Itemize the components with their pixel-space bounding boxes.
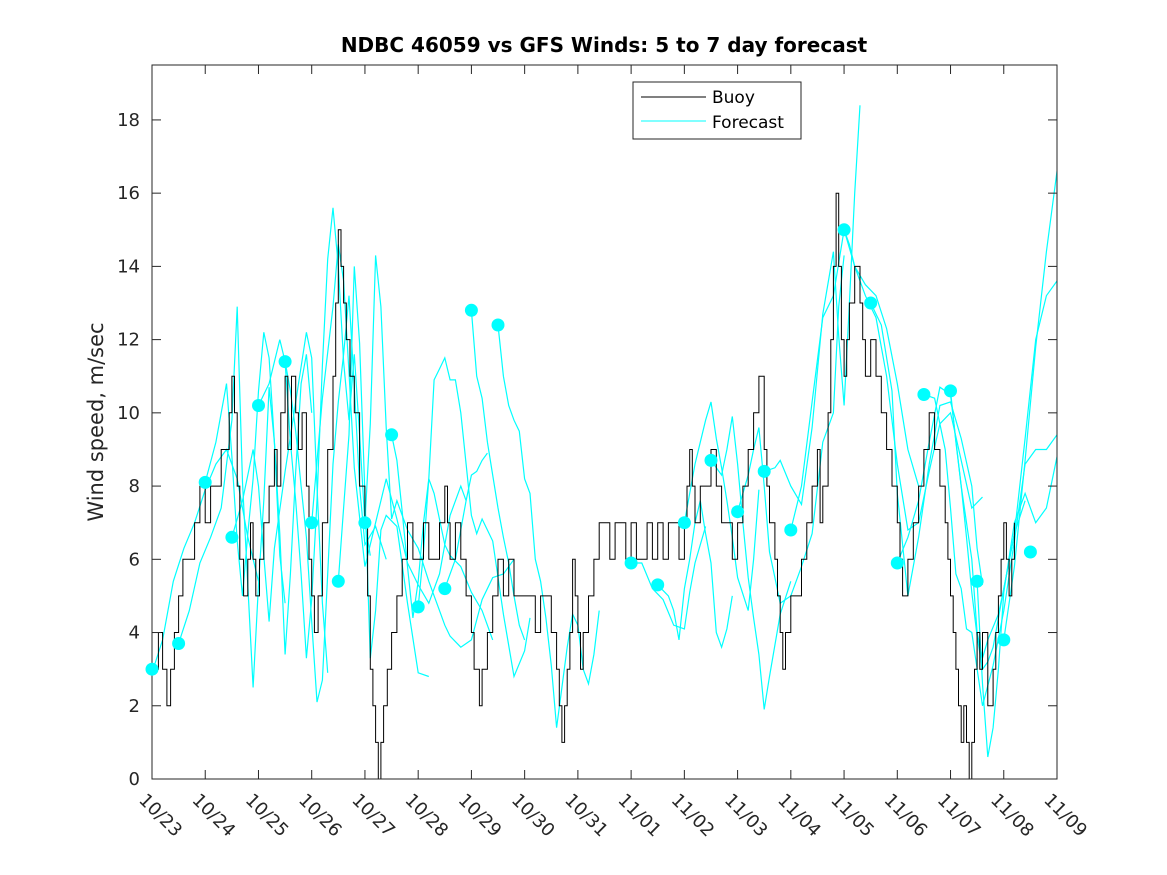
forecast-marker	[331, 574, 345, 588]
forecast-marker	[438, 582, 452, 596]
forecast-markers	[145, 223, 1037, 676]
legend-box	[632, 81, 802, 140]
y-tick-label: 4	[129, 623, 140, 644]
legend: Buoy Forecast	[632, 81, 802, 140]
y-tick-label: 16	[117, 183, 140, 204]
forecast-line	[204, 332, 313, 655]
y-tick-label: 12	[117, 330, 140, 351]
forecast-marker	[890, 556, 904, 570]
forecast-line	[178, 306, 286, 688]
chart-title: NDBC 46059 vs GFS Winds: 5 to 7 day fore…	[341, 33, 868, 57]
forecast-line	[710, 416, 792, 710]
series-layer	[152, 105, 1057, 779]
forecast-marker	[704, 453, 718, 467]
axes-box	[151, 64, 1058, 780]
y-tick-label: 0	[129, 769, 140, 790]
legend-buoy-label: Buoy	[712, 88, 755, 108]
forecast-line	[657, 500, 733, 650]
forecast-marker	[385, 428, 399, 442]
forecast-line	[311, 244, 467, 605]
y-axis-label: Wind speed, m/sec	[84, 322, 108, 521]
forecast-line	[1003, 171, 1057, 640]
forecast-line	[364, 255, 515, 648]
buoy-line	[152, 192, 1015, 779]
forecast-marker	[624, 556, 638, 570]
forecast-marker	[970, 574, 984, 588]
forecast-marker	[677, 516, 691, 530]
forecast-marker	[252, 399, 265, 412]
forecast-marker	[411, 600, 425, 614]
forecast-line	[870, 302, 984, 597]
forecast-line	[976, 456, 1057, 758]
forecast-line	[631, 526, 707, 630]
forecast-marker	[757, 464, 771, 478]
y-tick-label: 8	[129, 476, 140, 497]
forecast-marker	[172, 637, 186, 650]
forecast-marker	[917, 388, 931, 401]
forecast-marker	[997, 633, 1011, 647]
y-tick-label: 2	[129, 696, 140, 717]
forecast-marker	[305, 516, 319, 530]
y-tick-label: 6	[129, 549, 140, 570]
forecast-marker	[864, 296, 878, 310]
forecast-marker	[358, 516, 372, 530]
forecast-line	[284, 295, 387, 703]
forecast-line	[843, 229, 983, 532]
forecast-marker	[464, 303, 478, 317]
forecast-marker	[837, 223, 851, 237]
forecast-line	[417, 356, 531, 679]
forecast-marker	[944, 384, 957, 398]
forecast-marker	[145, 662, 159, 676]
forecast-marker	[225, 530, 239, 544]
forecast-marker	[198, 475, 212, 489]
forecast-marker	[784, 523, 798, 537]
legend-forecast-label: Forecast	[712, 113, 784, 133]
forecast-line	[337, 266, 429, 678]
forecast-line	[497, 324, 600, 728]
y-tick-label: 18	[117, 110, 140, 131]
forecast-marker	[491, 318, 505, 332]
forecast-line	[683, 401, 760, 611]
y-tick-label: 10	[117, 403, 140, 424]
forecast-marker	[278, 355, 292, 369]
forecast-marker	[731, 505, 745, 519]
forecast-line	[470, 310, 526, 641]
forecast-marker	[1023, 545, 1037, 559]
forecast-marker	[651, 578, 665, 592]
plot-area	[152, 65, 1057, 779]
y-tick-label: 14	[117, 256, 140, 277]
